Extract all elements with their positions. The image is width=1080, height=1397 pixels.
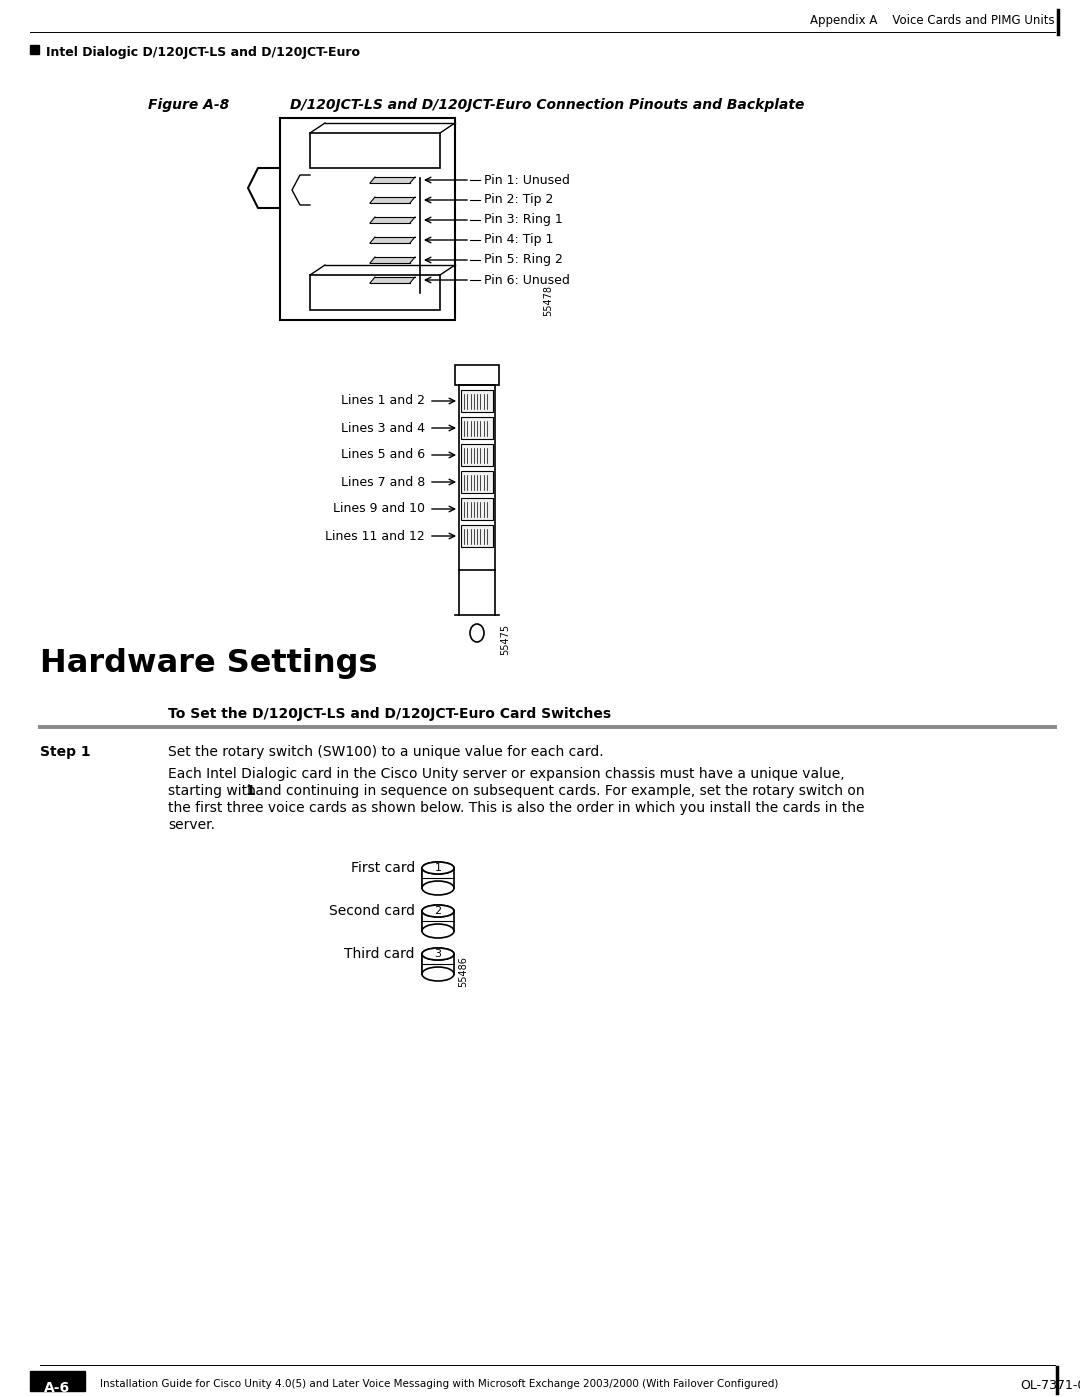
Polygon shape (422, 954, 454, 974)
Text: Lines 7 and 8: Lines 7 and 8 (341, 475, 426, 489)
Text: 55475: 55475 (500, 624, 510, 655)
Bar (461, 497, 492, 520)
Ellipse shape (422, 923, 454, 937)
Ellipse shape (422, 905, 454, 916)
Bar (310, 133, 440, 168)
Polygon shape (370, 237, 415, 243)
Text: Step 1: Step 1 (40, 745, 91, 759)
Ellipse shape (422, 949, 454, 960)
Text: Each Intel Dialogic card in the Cisco Unity server or expansion chassis must hav: Each Intel Dialogic card in the Cisco Un… (168, 767, 845, 781)
Text: 3: 3 (434, 949, 442, 958)
Ellipse shape (422, 949, 454, 960)
Text: Figure A-8: Figure A-8 (148, 98, 229, 112)
Text: 55486: 55486 (458, 956, 468, 988)
Text: Pin 6: Unused: Pin 6: Unused (484, 274, 570, 286)
Bar (459, 386, 495, 570)
Polygon shape (370, 177, 415, 183)
Text: Hardware Settings: Hardware Settings (40, 648, 378, 679)
Text: Third card: Third card (345, 947, 415, 961)
Text: Appendix A    Voice Cards and PIMG Units: Appendix A Voice Cards and PIMG Units (810, 14, 1055, 27)
Text: Pin 4: Tip 1: Pin 4: Tip 1 (484, 233, 553, 246)
Polygon shape (370, 257, 415, 263)
Bar (455, 365, 499, 386)
Text: the first three voice cards as shown below. This is also the order in which you : the first three voice cards as shown bel… (168, 800, 864, 814)
Polygon shape (370, 277, 415, 284)
Text: First card: First card (351, 861, 415, 875)
Bar (30, 1370, 85, 1391)
Text: D/120JCT-LS and D/120JCT-Euro Connection Pinouts and Backplate: D/120JCT-LS and D/120JCT-Euro Connection… (291, 98, 805, 112)
Text: Installation Guide for Cisco Unity 4.0(5) and Later Voice Messaging with Microso: Installation Guide for Cisco Unity 4.0(5… (100, 1379, 779, 1389)
Text: starting with: starting with (168, 784, 260, 798)
Text: Intel Dialogic D/120JCT-LS and D/120JCT-Euro: Intel Dialogic D/120JCT-LS and D/120JCT-… (46, 46, 360, 59)
Text: 55478: 55478 (543, 285, 553, 316)
Ellipse shape (422, 862, 454, 875)
Text: and continuing in sequence on subsequent cards. For example, set the rotary swit: and continuing in sequence on subsequent… (252, 784, 865, 798)
Text: A-6: A-6 (44, 1382, 70, 1396)
Text: 2: 2 (434, 907, 442, 916)
Bar (461, 471, 492, 493)
Polygon shape (370, 197, 415, 203)
Text: Set the rotary switch (SW100) to a unique value for each card.: Set the rotary switch (SW100) to a uniqu… (168, 745, 604, 759)
Polygon shape (422, 911, 454, 930)
Bar (280, 117, 455, 320)
Bar (461, 416, 492, 439)
Bar (461, 390, 492, 412)
Ellipse shape (422, 905, 454, 916)
Text: Lines 3 and 4: Lines 3 and 4 (341, 422, 426, 434)
Bar (461, 525, 492, 548)
Text: Lines 1 and 2: Lines 1 and 2 (341, 394, 426, 408)
Polygon shape (370, 217, 415, 224)
Text: Pin 2: Tip 2: Pin 2: Tip 2 (484, 194, 553, 207)
Text: To Set the D/120JCT-LS and D/120JCT-Euro Card Switches: To Set the D/120JCT-LS and D/120JCT-Euro… (168, 707, 611, 721)
Bar (310, 275, 440, 310)
Text: Pin 5: Ring 2: Pin 5: Ring 2 (484, 253, 563, 267)
Ellipse shape (422, 967, 454, 981)
Text: Lines 9 and 10: Lines 9 and 10 (333, 503, 426, 515)
Text: Lines 5 and 6: Lines 5 and 6 (341, 448, 426, 461)
Text: Lines 11 and 12: Lines 11 and 12 (325, 529, 426, 542)
Ellipse shape (422, 862, 454, 875)
Ellipse shape (422, 882, 454, 895)
Bar (461, 444, 492, 467)
Text: server.: server. (168, 819, 215, 833)
Text: 1: 1 (434, 863, 442, 873)
Polygon shape (422, 868, 454, 888)
Text: Second card: Second card (329, 904, 415, 918)
Bar (30, 45, 39, 54)
Text: Pin 3: Ring 1: Pin 3: Ring 1 (484, 214, 563, 226)
Text: OL-7371-02: OL-7371-02 (1020, 1379, 1080, 1391)
Text: 1: 1 (246, 784, 256, 798)
Text: Pin 1: Unused: Pin 1: Unused (484, 173, 570, 187)
